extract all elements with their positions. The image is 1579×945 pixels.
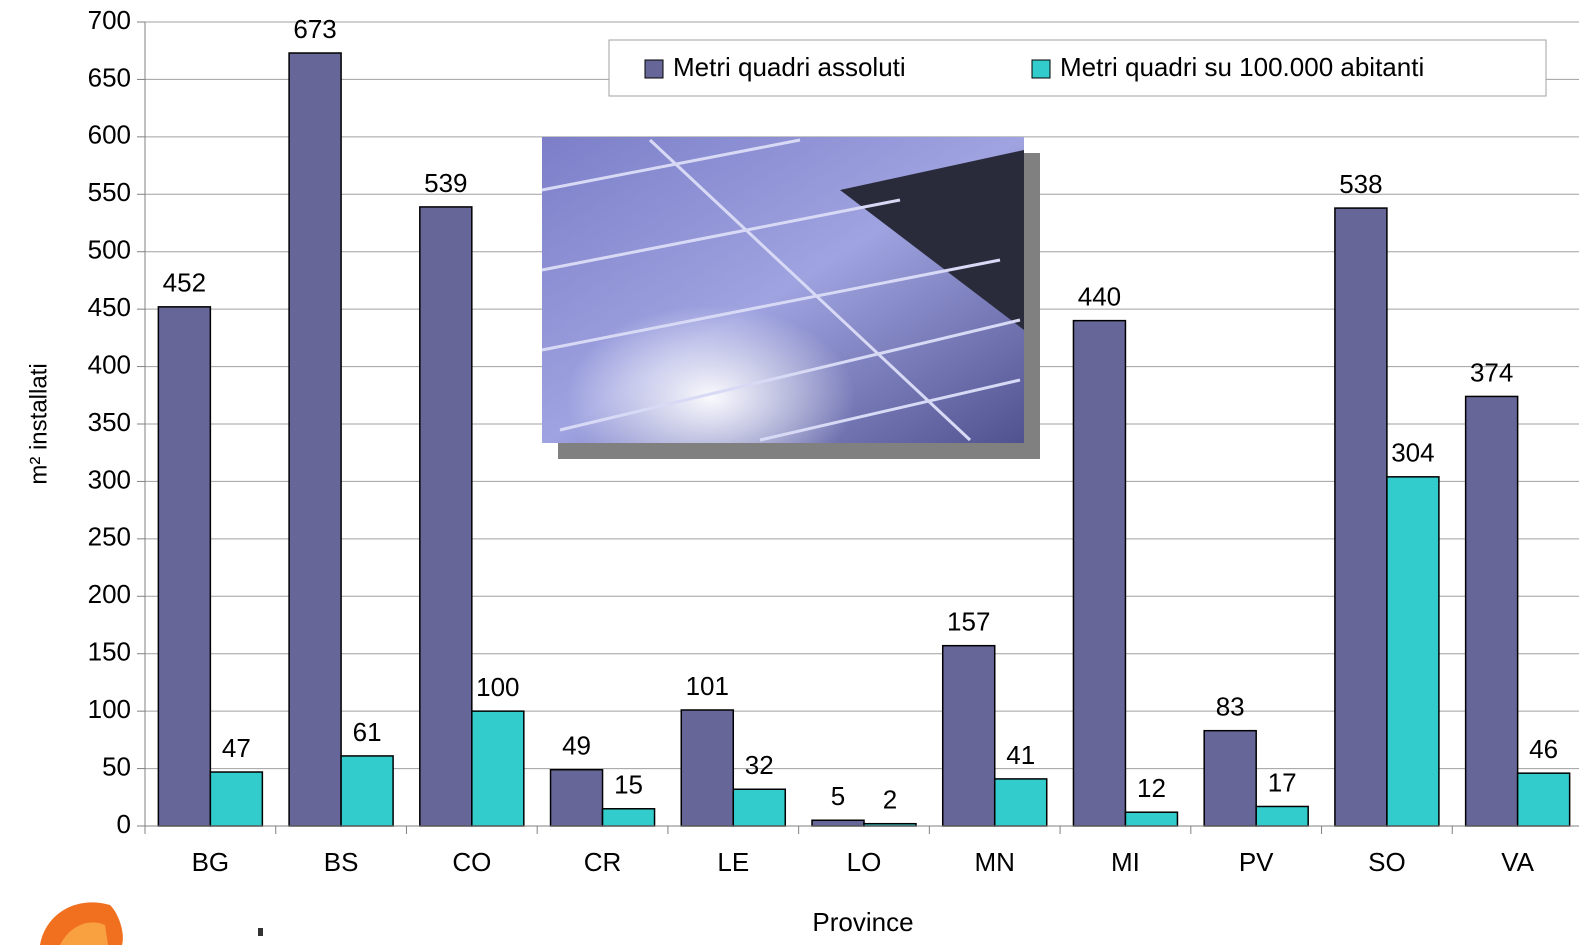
bar [601,808,656,827]
legend-box [608,39,1547,97]
bar [993,778,1048,827]
bar [340,755,394,827]
value-label: 539 [424,168,467,198]
value-label: 5 [831,781,845,811]
value-label: 374 [1470,357,1513,387]
x-tick-label: LE [717,847,749,877]
legend-swatch [644,59,664,79]
x-tick-label: MI [1111,847,1140,877]
value-label: 49 [562,731,591,761]
y-tick-label: 200 [88,579,131,609]
y-tick-label: 500 [88,235,131,265]
y-axis-label: m² installati [25,363,52,484]
value-label: 2 [883,785,897,815]
value-label: 83 [1216,692,1245,722]
bar [1334,207,1388,827]
bar [288,52,342,827]
x-tick-label: BG [192,847,230,877]
value-label: 61 [353,717,382,747]
x-tick-label: CR [584,847,622,877]
y-tick-label: 700 [88,5,131,35]
legend-label: Metri quadri assoluti [673,52,906,82]
y-tick-label: 150 [88,637,131,667]
x-tick-label: VA [1501,847,1534,877]
value-label: 12 [1137,773,1166,803]
logo [40,902,263,945]
value-label: 101 [686,671,729,701]
bar [1203,729,1257,827]
bar [941,644,996,827]
y-tick-label: 100 [88,694,131,724]
x-tick-label: SO [1368,847,1406,877]
bar [1072,319,1127,827]
bar [1255,805,1309,827]
y-tick-label: 0 [117,809,131,839]
bar [1516,772,1571,827]
bar [157,306,212,827]
bar [419,206,473,827]
bar [209,771,264,827]
bar [549,768,604,827]
x-tick-label: PV [1239,847,1274,877]
x-tick-label: MN [975,847,1015,877]
value-label: 15 [614,770,643,800]
bar [680,709,735,827]
x-tick-label: CO [452,847,491,877]
bar [471,710,525,827]
y-tick-label: 650 [88,62,131,92]
value-label: 32 [745,750,774,780]
photo [541,137,1040,459]
value-label: 46 [1529,734,1558,764]
value-label: 304 [1391,438,1434,468]
y-tick-label: 450 [88,292,131,322]
x-axis-label: Province [812,907,913,937]
y-tick-label: 550 [88,177,131,207]
bar [1386,476,1440,827]
value-label: 17 [1268,767,1297,797]
value-label: 41 [1006,740,1035,770]
bar [811,819,865,827]
y-tick-label: 400 [88,349,131,379]
value-label: 538 [1339,169,1382,199]
legend-label: Metri quadri su 100.000 abitanti [1060,52,1424,82]
y-tick-label: 300 [88,464,131,494]
value-label: 47 [222,733,251,763]
bar [1464,395,1519,827]
legend-swatch [1031,59,1051,79]
value-label: 452 [163,268,206,298]
value-label: 157 [947,607,990,637]
value-label: 100 [476,672,519,702]
y-tick-label: 600 [88,120,131,150]
x-tick-label: LO [847,847,882,877]
y-tick-label: 250 [88,522,131,552]
x-tick-label: BS [324,847,359,877]
value-label: 673 [293,14,336,44]
bar [732,788,787,827]
bar [1124,811,1179,827]
y-tick-label: 350 [88,407,131,437]
y-tick-label: 50 [102,751,131,781]
value-label: 440 [1078,282,1121,312]
